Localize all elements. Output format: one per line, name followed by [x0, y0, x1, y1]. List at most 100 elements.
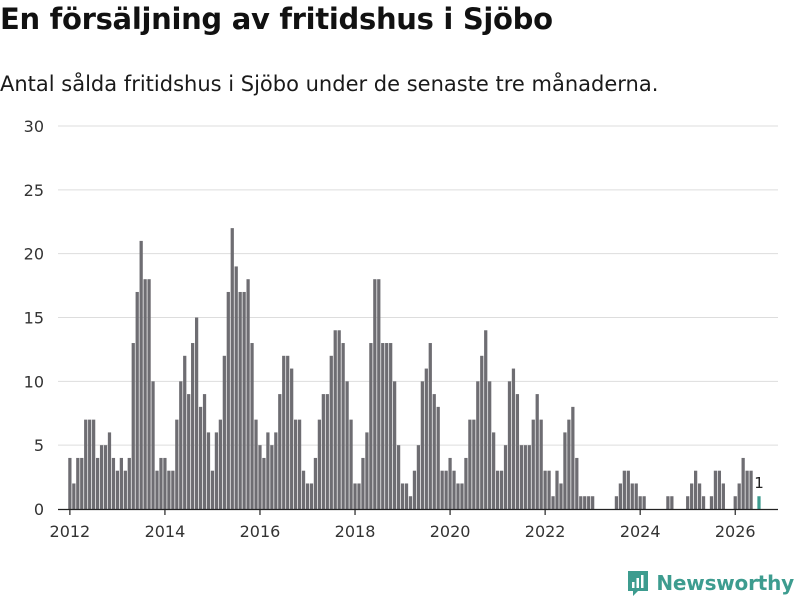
bar — [337, 330, 341, 509]
bar — [507, 381, 512, 509]
gridlines — [58, 125, 778, 446]
bar — [741, 457, 745, 509]
annotations: 1 — [754, 474, 764, 492]
bar — [68, 457, 72, 509]
newsworthy-logo[interactable]: Newsworthy — [626, 569, 794, 597]
bar — [468, 419, 472, 509]
bar — [119, 457, 123, 509]
bar — [107, 432, 112, 509]
bar — [440, 470, 444, 509]
y-tick-label: 25 — [24, 181, 44, 200]
bar — [515, 394, 520, 509]
bar — [634, 483, 638, 509]
bar — [198, 406, 203, 509]
bar — [305, 483, 310, 509]
x-axis: 2012 2014 2016 2018 2020 2022 2024 2026 — [50, 508, 778, 541]
bar — [183, 355, 187, 509]
bar — [250, 343, 254, 509]
x-tick-label: 2014 — [145, 522, 186, 541]
bar — [626, 470, 630, 509]
bar — [393, 381, 397, 509]
bar — [163, 457, 167, 509]
bar — [218, 419, 222, 509]
bar — [472, 419, 476, 509]
bar — [396, 445, 401, 509]
bar — [404, 483, 409, 509]
bar — [270, 445, 274, 509]
bar — [575, 457, 579, 509]
bar — [480, 355, 484, 509]
bar — [262, 457, 266, 509]
bar — [139, 240, 143, 509]
bar — [460, 483, 464, 509]
bar — [579, 496, 583, 509]
bar — [412, 470, 417, 509]
x-tick-label: 2026 — [715, 522, 756, 541]
bar — [531, 419, 535, 509]
bar — [389, 343, 393, 509]
bar — [547, 470, 551, 509]
bar — [329, 355, 333, 509]
bar — [357, 483, 361, 509]
bar — [420, 381, 424, 509]
bar — [452, 470, 456, 509]
bar — [222, 355, 226, 509]
bar — [583, 496, 587, 509]
bar — [103, 445, 108, 509]
bar — [385, 343, 389, 509]
bar — [151, 381, 155, 509]
x-tick-label: 2022 — [525, 522, 566, 541]
bar — [282, 355, 286, 509]
bar — [313, 457, 318, 509]
highlight-label: 1 — [754, 474, 764, 492]
bar — [242, 291, 246, 509]
bar — [226, 291, 230, 509]
y-tick-label: 30 — [24, 117, 44, 136]
bar — [555, 470, 559, 509]
bar — [147, 279, 151, 509]
bar — [353, 483, 357, 509]
bar — [349, 419, 353, 509]
y-tick-label: 10 — [24, 372, 44, 391]
bar — [690, 483, 694, 509]
bar — [135, 291, 139, 509]
chart-subtitle: Antal sålda fritidshus i Sjöbo under de … — [0, 72, 659, 96]
x-tick-label: 2018 — [335, 522, 376, 541]
bar — [539, 419, 543, 509]
bar — [373, 279, 377, 509]
bar — [424, 368, 428, 509]
bar — [92, 419, 96, 509]
bar — [488, 381, 492, 509]
bar — [709, 496, 714, 509]
bar — [143, 279, 147, 509]
y-tick-label: 20 — [24, 245, 44, 264]
bar — [559, 483, 563, 509]
bar — [670, 496, 674, 509]
bar — [214, 432, 219, 509]
bar — [210, 470, 215, 509]
bar — [155, 470, 159, 509]
bar — [448, 457, 452, 509]
bar — [697, 483, 702, 509]
x-tick-label: 2012 — [50, 522, 91, 541]
bar — [206, 432, 211, 509]
bar — [484, 330, 488, 509]
bar — [563, 432, 567, 509]
bar — [666, 496, 670, 509]
bar — [733, 496, 737, 509]
bar — [88, 419, 92, 509]
x-tick-label: 2016 — [240, 522, 281, 541]
bar — [408, 496, 413, 509]
bar — [511, 368, 516, 509]
bar — [187, 394, 191, 509]
bar — [99, 445, 104, 509]
y-axis-labels: 0 5 10 15 20 25 30 — [24, 117, 44, 519]
bar — [622, 470, 626, 509]
brand-name: Newsworthy — [656, 571, 794, 595]
bar — [191, 343, 195, 509]
bar — [317, 419, 322, 509]
bar — [202, 394, 207, 509]
bar-series — [68, 228, 761, 509]
bar — [713, 470, 718, 509]
bar — [234, 266, 238, 509]
